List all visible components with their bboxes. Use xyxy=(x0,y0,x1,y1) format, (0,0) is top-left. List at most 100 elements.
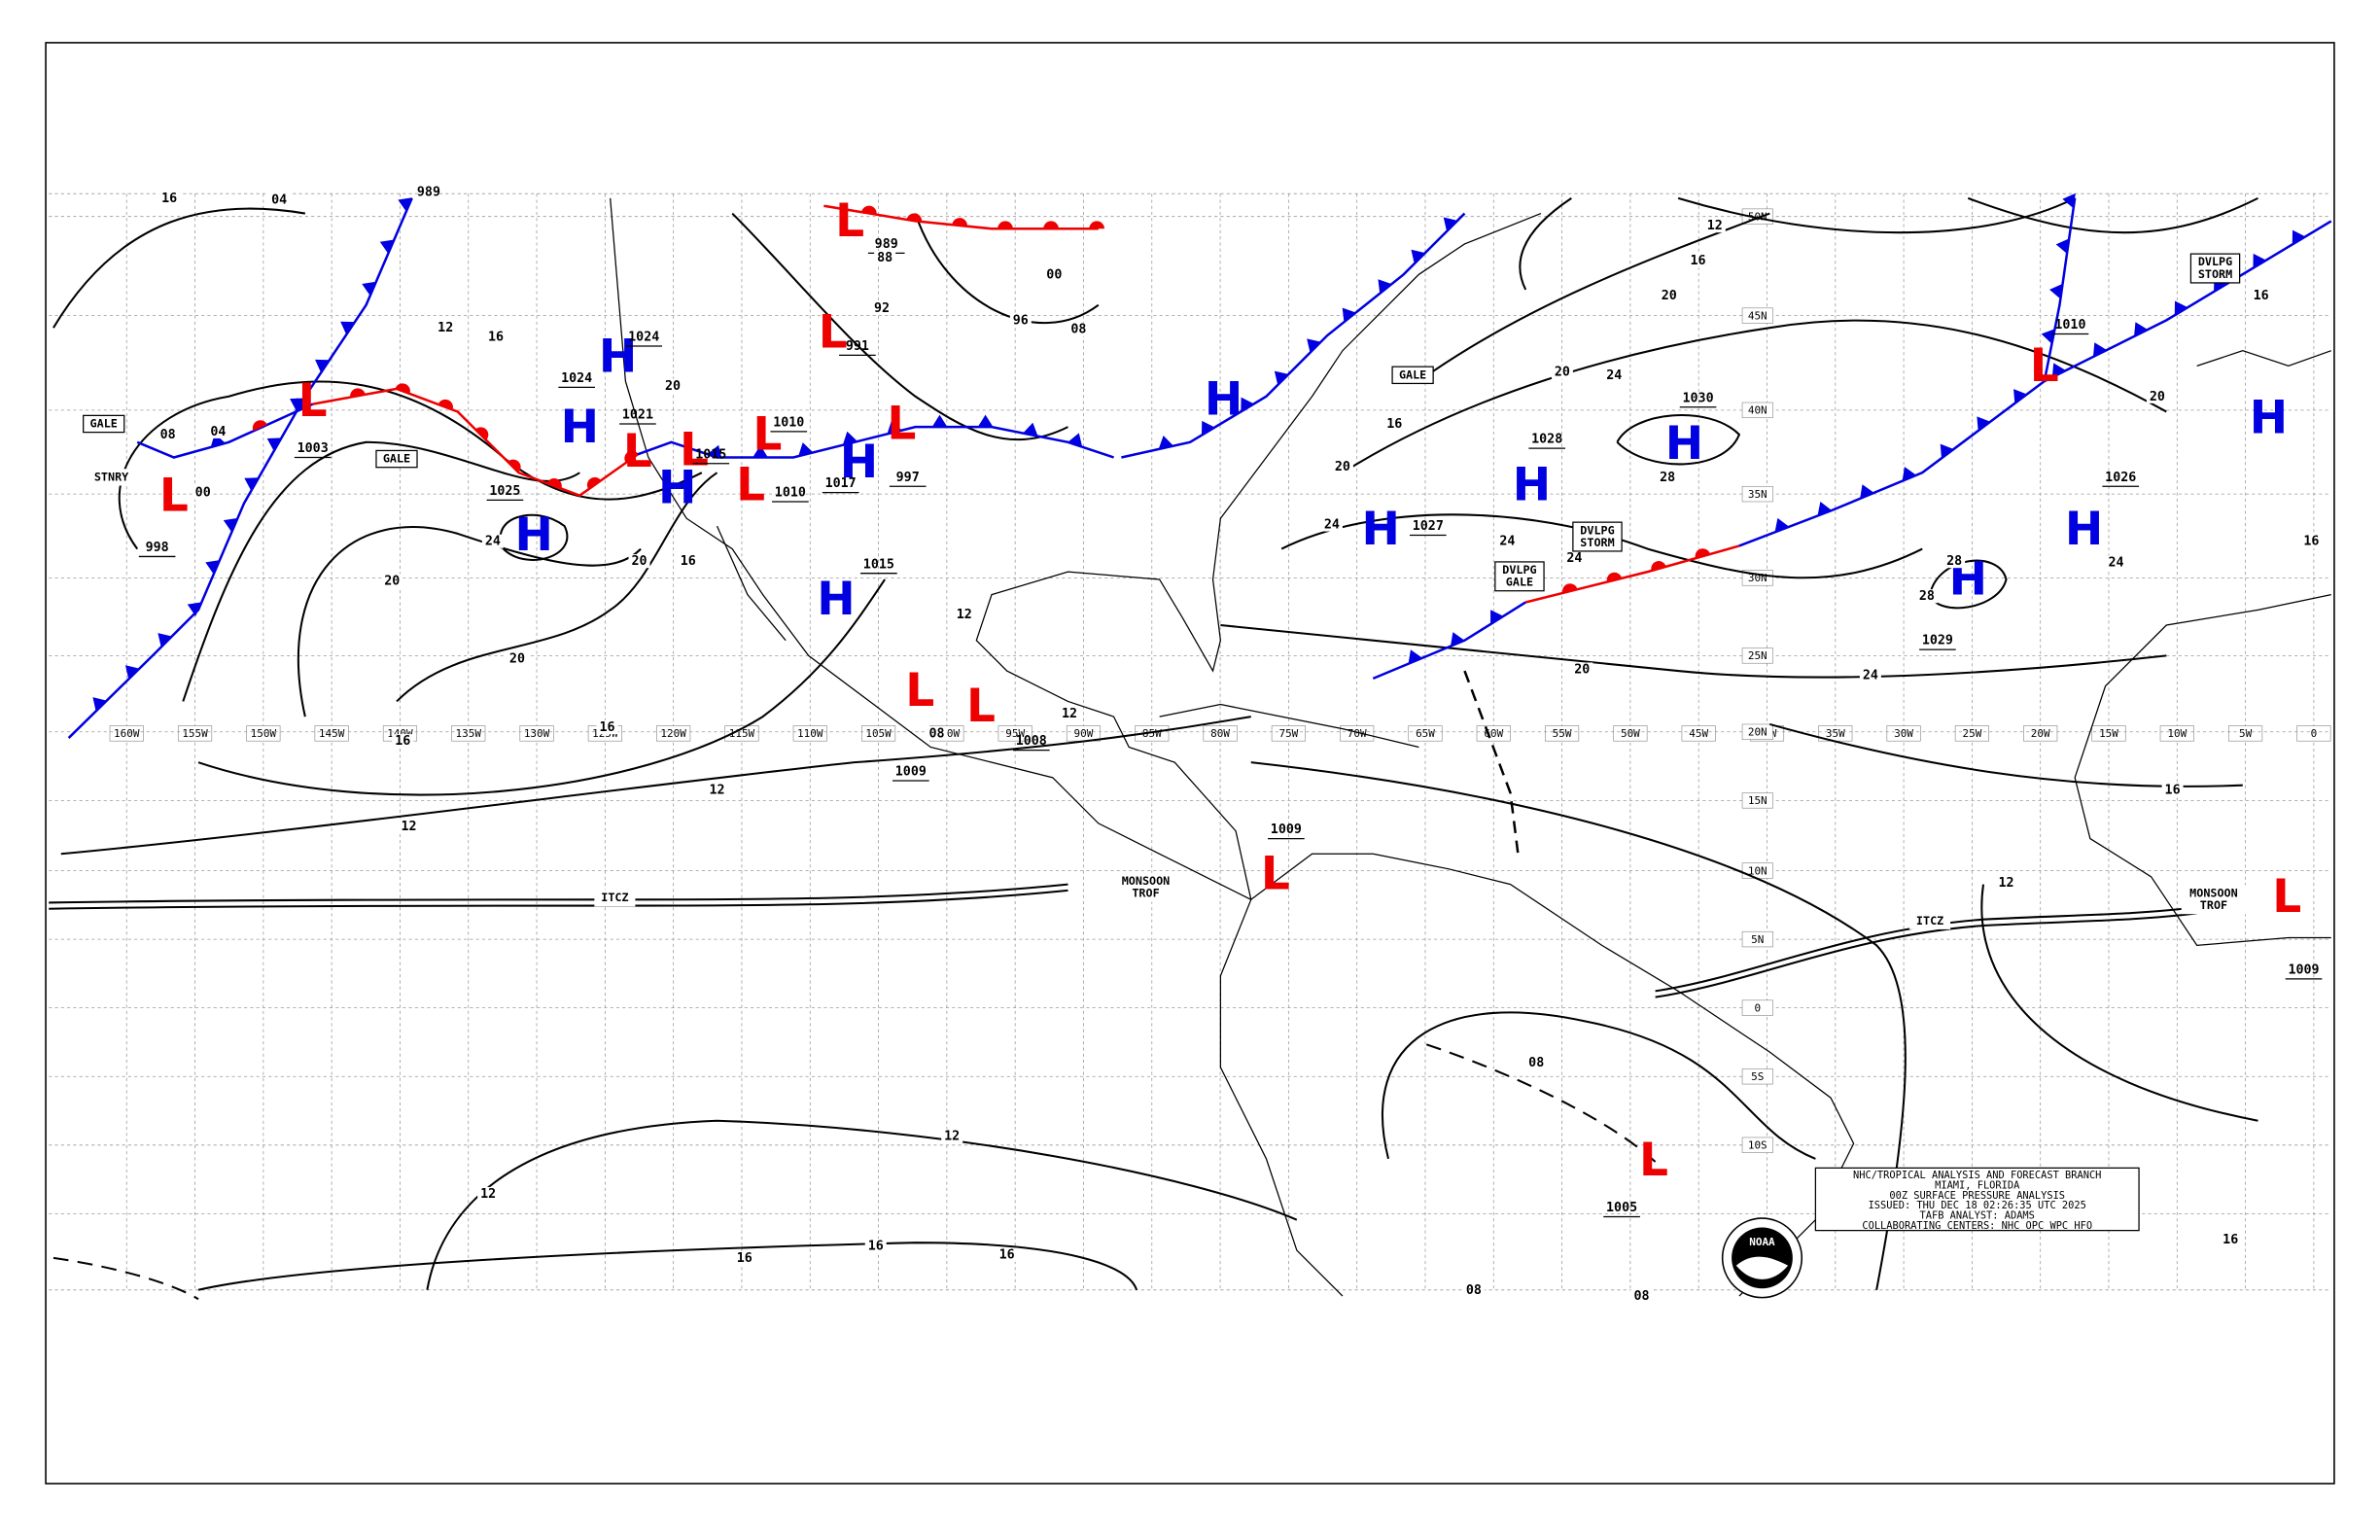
longitude-label: 115W xyxy=(729,727,755,740)
latitude-label-box xyxy=(1741,723,1773,740)
isobar-label-bg xyxy=(1009,313,1032,328)
isobar xyxy=(1616,414,1741,466)
isobar-label: 16 xyxy=(737,1251,752,1266)
isobar-label: 00 xyxy=(1046,267,1062,282)
longitude-label-box xyxy=(2023,725,2058,742)
isobar-label: 16 xyxy=(395,734,410,749)
high-pressure: 1024 xyxy=(628,331,659,345)
isobar xyxy=(1280,197,1923,579)
low-pressure: 1015 xyxy=(695,447,726,462)
longitude-label-box xyxy=(2228,725,2263,742)
isobar-label: 20 xyxy=(2150,390,2165,404)
isobar xyxy=(118,380,703,550)
latitude-label-box xyxy=(1741,402,1773,419)
latitude-label: 10N xyxy=(1748,864,1768,877)
low-pressure: 1008 xyxy=(1016,734,1047,749)
longitude-label-box xyxy=(1271,725,1306,742)
cold-front-symbol xyxy=(707,444,722,460)
high-pressure: 1017 xyxy=(825,476,857,491)
cold-front-symbol xyxy=(1307,338,1321,353)
annotation-bg xyxy=(2181,885,2247,915)
coastline xyxy=(2074,594,2331,947)
isobar-label-bg xyxy=(2161,783,2184,797)
low-pressure: 991 xyxy=(846,339,869,354)
isobar xyxy=(1220,623,2167,679)
isobar-label-bg xyxy=(1043,267,1066,282)
longitude-label-box xyxy=(314,725,349,742)
low-pressure: 1009 xyxy=(1271,822,1302,837)
isobar-label: 16 xyxy=(2222,1233,2238,1247)
cold-front-symbol xyxy=(2055,238,2070,254)
info-line: TAFB ANALYST: ADAMS xyxy=(1920,1210,2035,1222)
annotation-text: STNRY xyxy=(94,470,129,483)
isobar-label-bg xyxy=(1563,550,1586,566)
isobar-label-bg xyxy=(2250,289,2272,303)
isobar-label-bg xyxy=(953,607,975,622)
high-symbol: H xyxy=(515,508,553,562)
longitude-label-box xyxy=(246,725,281,742)
longitude-label: 145W xyxy=(319,727,345,740)
annotation-text: GALE xyxy=(383,452,410,466)
high-pressure: 1030 xyxy=(1682,391,1713,405)
low-symbol: L xyxy=(819,306,848,360)
isobar-label: 20 xyxy=(509,652,525,667)
itcz xyxy=(49,883,1068,910)
longitude-label: 120W xyxy=(660,727,686,740)
isobar-label-bg xyxy=(485,330,507,344)
cold-front-symbol xyxy=(1450,632,1465,647)
longitude-label: 130W xyxy=(524,727,550,740)
isobar-label: 08 xyxy=(1633,1289,1649,1304)
cold-front-symbol xyxy=(1902,467,1917,481)
isobar-label: 16 xyxy=(868,1239,884,1253)
isobar-label-bg xyxy=(677,554,699,569)
isobar-label: 24 xyxy=(2108,556,2123,571)
cold-front-symbol xyxy=(340,321,355,335)
cold-front-symbol xyxy=(2049,283,2063,299)
low-pressure: 989 xyxy=(875,237,898,252)
warm-front-symbol xyxy=(861,205,877,215)
coastline xyxy=(975,212,1542,900)
isobar-label-bg xyxy=(706,783,728,797)
isobar-label-bg xyxy=(1995,875,2017,891)
isobar-label-bg xyxy=(1658,289,1680,303)
high-symbol: H xyxy=(658,462,696,515)
cold-front-symbol xyxy=(295,398,309,412)
longitude-label-box xyxy=(2159,725,2194,742)
longitude-label-box xyxy=(1476,725,1511,742)
cold-front-symbol xyxy=(2051,363,2066,378)
low-symbol: L xyxy=(159,469,189,522)
longitude-label: 150W xyxy=(251,727,277,740)
isobar-label-bg xyxy=(1859,668,1881,682)
annotation-text: TROF xyxy=(2200,898,2227,912)
annotation-box xyxy=(1572,521,1623,552)
isobar-label-bg xyxy=(398,819,420,834)
high-symbol: H xyxy=(2250,391,2288,444)
longitude-label-box xyxy=(1135,725,1170,742)
cold-front-symbol xyxy=(1378,279,1392,294)
low-pressure: 1021 xyxy=(622,408,653,423)
cold-front-symbol xyxy=(1274,370,1289,386)
isobar-label: 20 xyxy=(1662,289,1677,303)
cold-front-symbol xyxy=(1068,433,1083,447)
isobar-label: 989 xyxy=(417,186,440,200)
isobar-label-bg xyxy=(1603,368,1626,382)
isobar xyxy=(426,1119,1298,1290)
warm-front-symbol xyxy=(508,459,521,472)
low-symbol: L xyxy=(298,374,328,428)
high-pressure: 1025 xyxy=(489,484,520,499)
high-symbol: H xyxy=(2065,503,2103,556)
isobar-label-bg xyxy=(2146,389,2168,403)
longitude-label: 35W xyxy=(1826,727,1845,740)
isobar-label-bg xyxy=(874,250,896,265)
isobar-label-bg xyxy=(733,1250,755,1265)
coastline xyxy=(1159,703,1419,749)
low-pressure: 1009 xyxy=(895,765,927,780)
isobar-label: 04 xyxy=(210,425,226,439)
cold-front-symbol xyxy=(92,697,107,712)
cold-front-symbol xyxy=(1158,436,1173,449)
latitude-label-box xyxy=(1741,648,1773,664)
longitude-label-box xyxy=(1203,725,1238,742)
longitude-label: 50W xyxy=(1621,727,1640,740)
isobar-label: 08 xyxy=(928,726,944,741)
longitude-label: 155W xyxy=(182,727,208,740)
